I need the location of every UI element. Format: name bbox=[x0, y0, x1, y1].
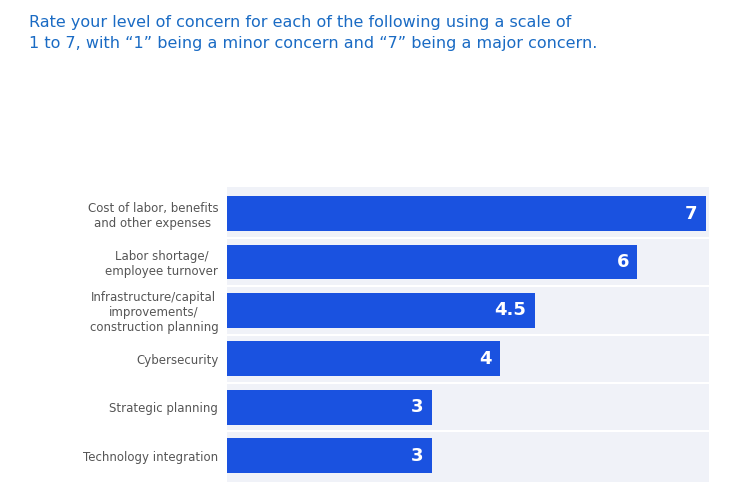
Bar bbox=[227, 438, 432, 473]
Text: 3: 3 bbox=[412, 398, 424, 416]
Text: 4: 4 bbox=[480, 350, 492, 368]
Bar bbox=[227, 293, 534, 328]
Bar bbox=[227, 196, 705, 231]
Bar bbox=[227, 341, 500, 376]
Text: 7: 7 bbox=[685, 205, 697, 222]
Text: 3: 3 bbox=[412, 447, 424, 464]
Text: Rate your level of concern for each of the following using a scale of
1 to 7, wi: Rate your level of concern for each of t… bbox=[29, 15, 598, 51]
Text: 4.5: 4.5 bbox=[494, 302, 526, 319]
Text: 6: 6 bbox=[616, 253, 629, 271]
Bar bbox=[227, 390, 432, 425]
Bar bbox=[227, 245, 637, 279]
